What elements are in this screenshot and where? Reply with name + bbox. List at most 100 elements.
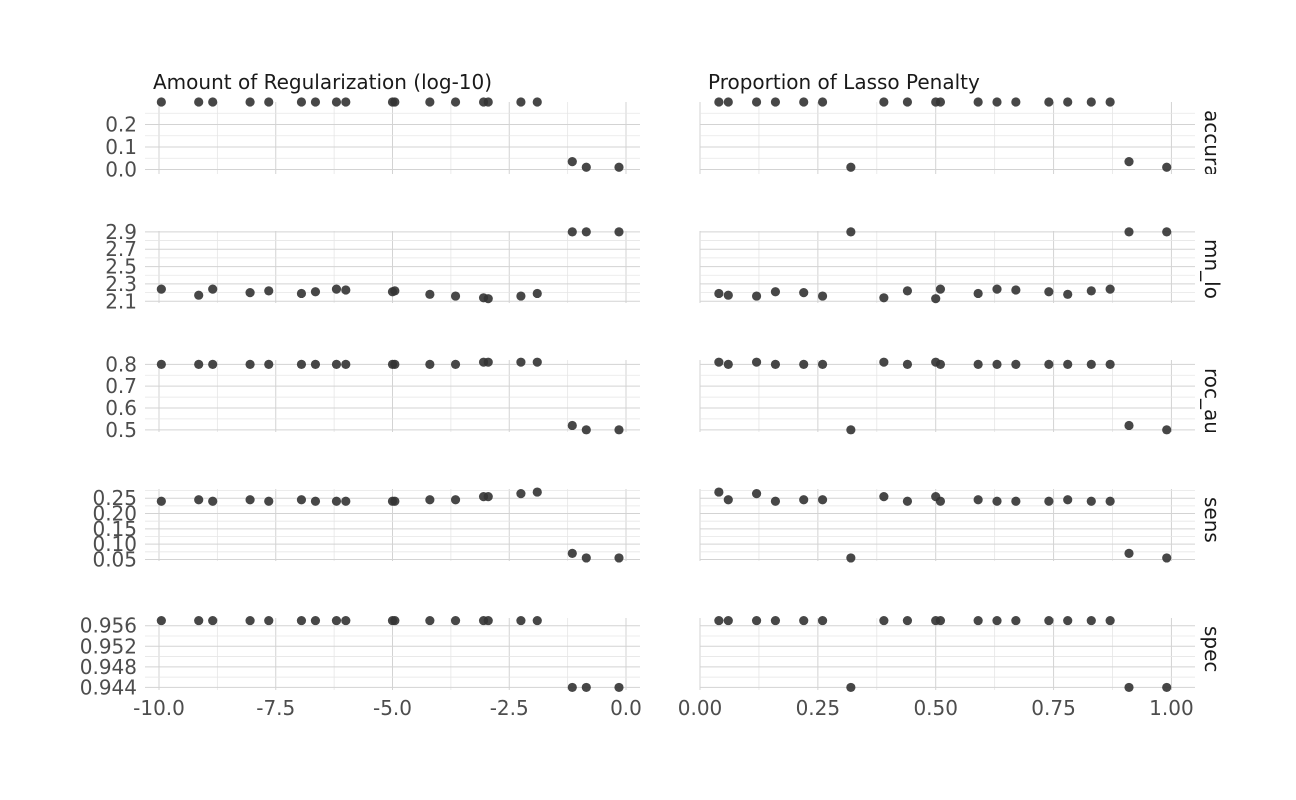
data-point (614, 682, 624, 693)
data-point (390, 496, 400, 506)
data-point (817, 97, 828, 107)
data-point (208, 359, 218, 369)
data-point (992, 496, 1002, 506)
x-tick-label: -10.0 (133, 696, 185, 720)
data-point (1063, 289, 1073, 299)
data-point (817, 359, 828, 369)
data-point (425, 495, 435, 505)
data-point (245, 97, 255, 107)
strip-group: mn_lo (1200, 239, 1224, 299)
data-point (532, 97, 542, 107)
data-point (331, 97, 342, 107)
data-point (1086, 496, 1096, 506)
data-point (846, 425, 856, 435)
data-point (516, 357, 526, 367)
strip-label-spec: spec (1200, 626, 1224, 672)
data-point (931, 97, 941, 107)
y-tick-label: 2.5 (105, 255, 137, 279)
data-point (992, 615, 1002, 626)
data-point (846, 682, 856, 693)
data-point (532, 288, 542, 299)
data-points (156, 97, 1172, 693)
data-point (341, 97, 351, 107)
data-point (156, 97, 166, 107)
data-point (296, 359, 307, 369)
data-point (935, 284, 946, 294)
data-point (799, 97, 809, 107)
data-point (714, 615, 724, 626)
data-point (450, 359, 461, 369)
data-point (1162, 682, 1172, 693)
data-point (310, 97, 321, 107)
x-tick-label: -2.5 (490, 696, 529, 720)
data-point (723, 97, 733, 107)
data-point (156, 615, 166, 626)
data-point (341, 285, 351, 295)
data-point (846, 162, 856, 172)
data-point (614, 425, 624, 435)
data-point (245, 495, 255, 505)
y-tick-label: 0.948 (80, 655, 137, 679)
data-point (817, 615, 828, 626)
data-point (581, 682, 591, 693)
data-point (992, 284, 1002, 294)
data-point (1086, 615, 1096, 626)
x-tick-label: 0.00 (678, 696, 723, 720)
y-tick-label: 0.944 (80, 675, 137, 699)
data-point (245, 287, 255, 298)
data-point (194, 359, 204, 369)
data-point (483, 492, 493, 502)
data-point (296, 615, 307, 626)
data-point (156, 496, 166, 506)
data-point (931, 294, 941, 304)
data-point (973, 97, 983, 107)
x-tick-label: -7.5 (256, 696, 295, 720)
data-point (450, 97, 461, 107)
data-point (156, 284, 166, 294)
facet-title-mixture: Proportion of Lasso Penalty (708, 70, 980, 94)
data-point (1105, 496, 1115, 506)
data-point (931, 357, 941, 367)
data-point (614, 227, 624, 237)
data-point (331, 359, 342, 369)
data-point (1105, 359, 1115, 369)
data-point (1044, 359, 1054, 369)
data-point (532, 357, 542, 367)
strip-group: roc_au (1200, 368, 1224, 434)
data-point (931, 492, 941, 502)
data-point (902, 496, 913, 506)
data-point (723, 290, 733, 300)
data-point (310, 615, 321, 626)
x-tick-label: 0.75 (1031, 696, 1076, 720)
data-point (390, 97, 400, 107)
data-point (296, 288, 307, 299)
data-point (770, 615, 781, 626)
data-point (1063, 615, 1073, 626)
data-point (581, 553, 591, 563)
data-point (483, 294, 493, 304)
data-point (516, 291, 526, 301)
data-point (532, 615, 542, 626)
data-point (567, 420, 577, 431)
data-point (992, 359, 1002, 369)
grid-lines (145, 102, 1195, 690)
data-point (931, 615, 941, 626)
data-point (245, 615, 255, 626)
y-tick-label: 0.2 (105, 113, 137, 137)
data-point (310, 496, 321, 506)
data-point (245, 359, 255, 369)
data-point (208, 97, 218, 107)
data-point (450, 291, 461, 301)
strip-label-roc_au: roc_au (1200, 368, 1224, 434)
data-point (723, 615, 733, 626)
data-point (1162, 425, 1172, 435)
y-tick-label: 0.952 (80, 634, 137, 658)
y-tick-label: 0.956 (80, 614, 137, 638)
data-point (208, 615, 218, 626)
y-tick-label: 0.25 (92, 486, 137, 510)
y-tick-label: 0.15 (92, 517, 137, 541)
data-point (516, 488, 526, 499)
data-point (425, 97, 435, 107)
